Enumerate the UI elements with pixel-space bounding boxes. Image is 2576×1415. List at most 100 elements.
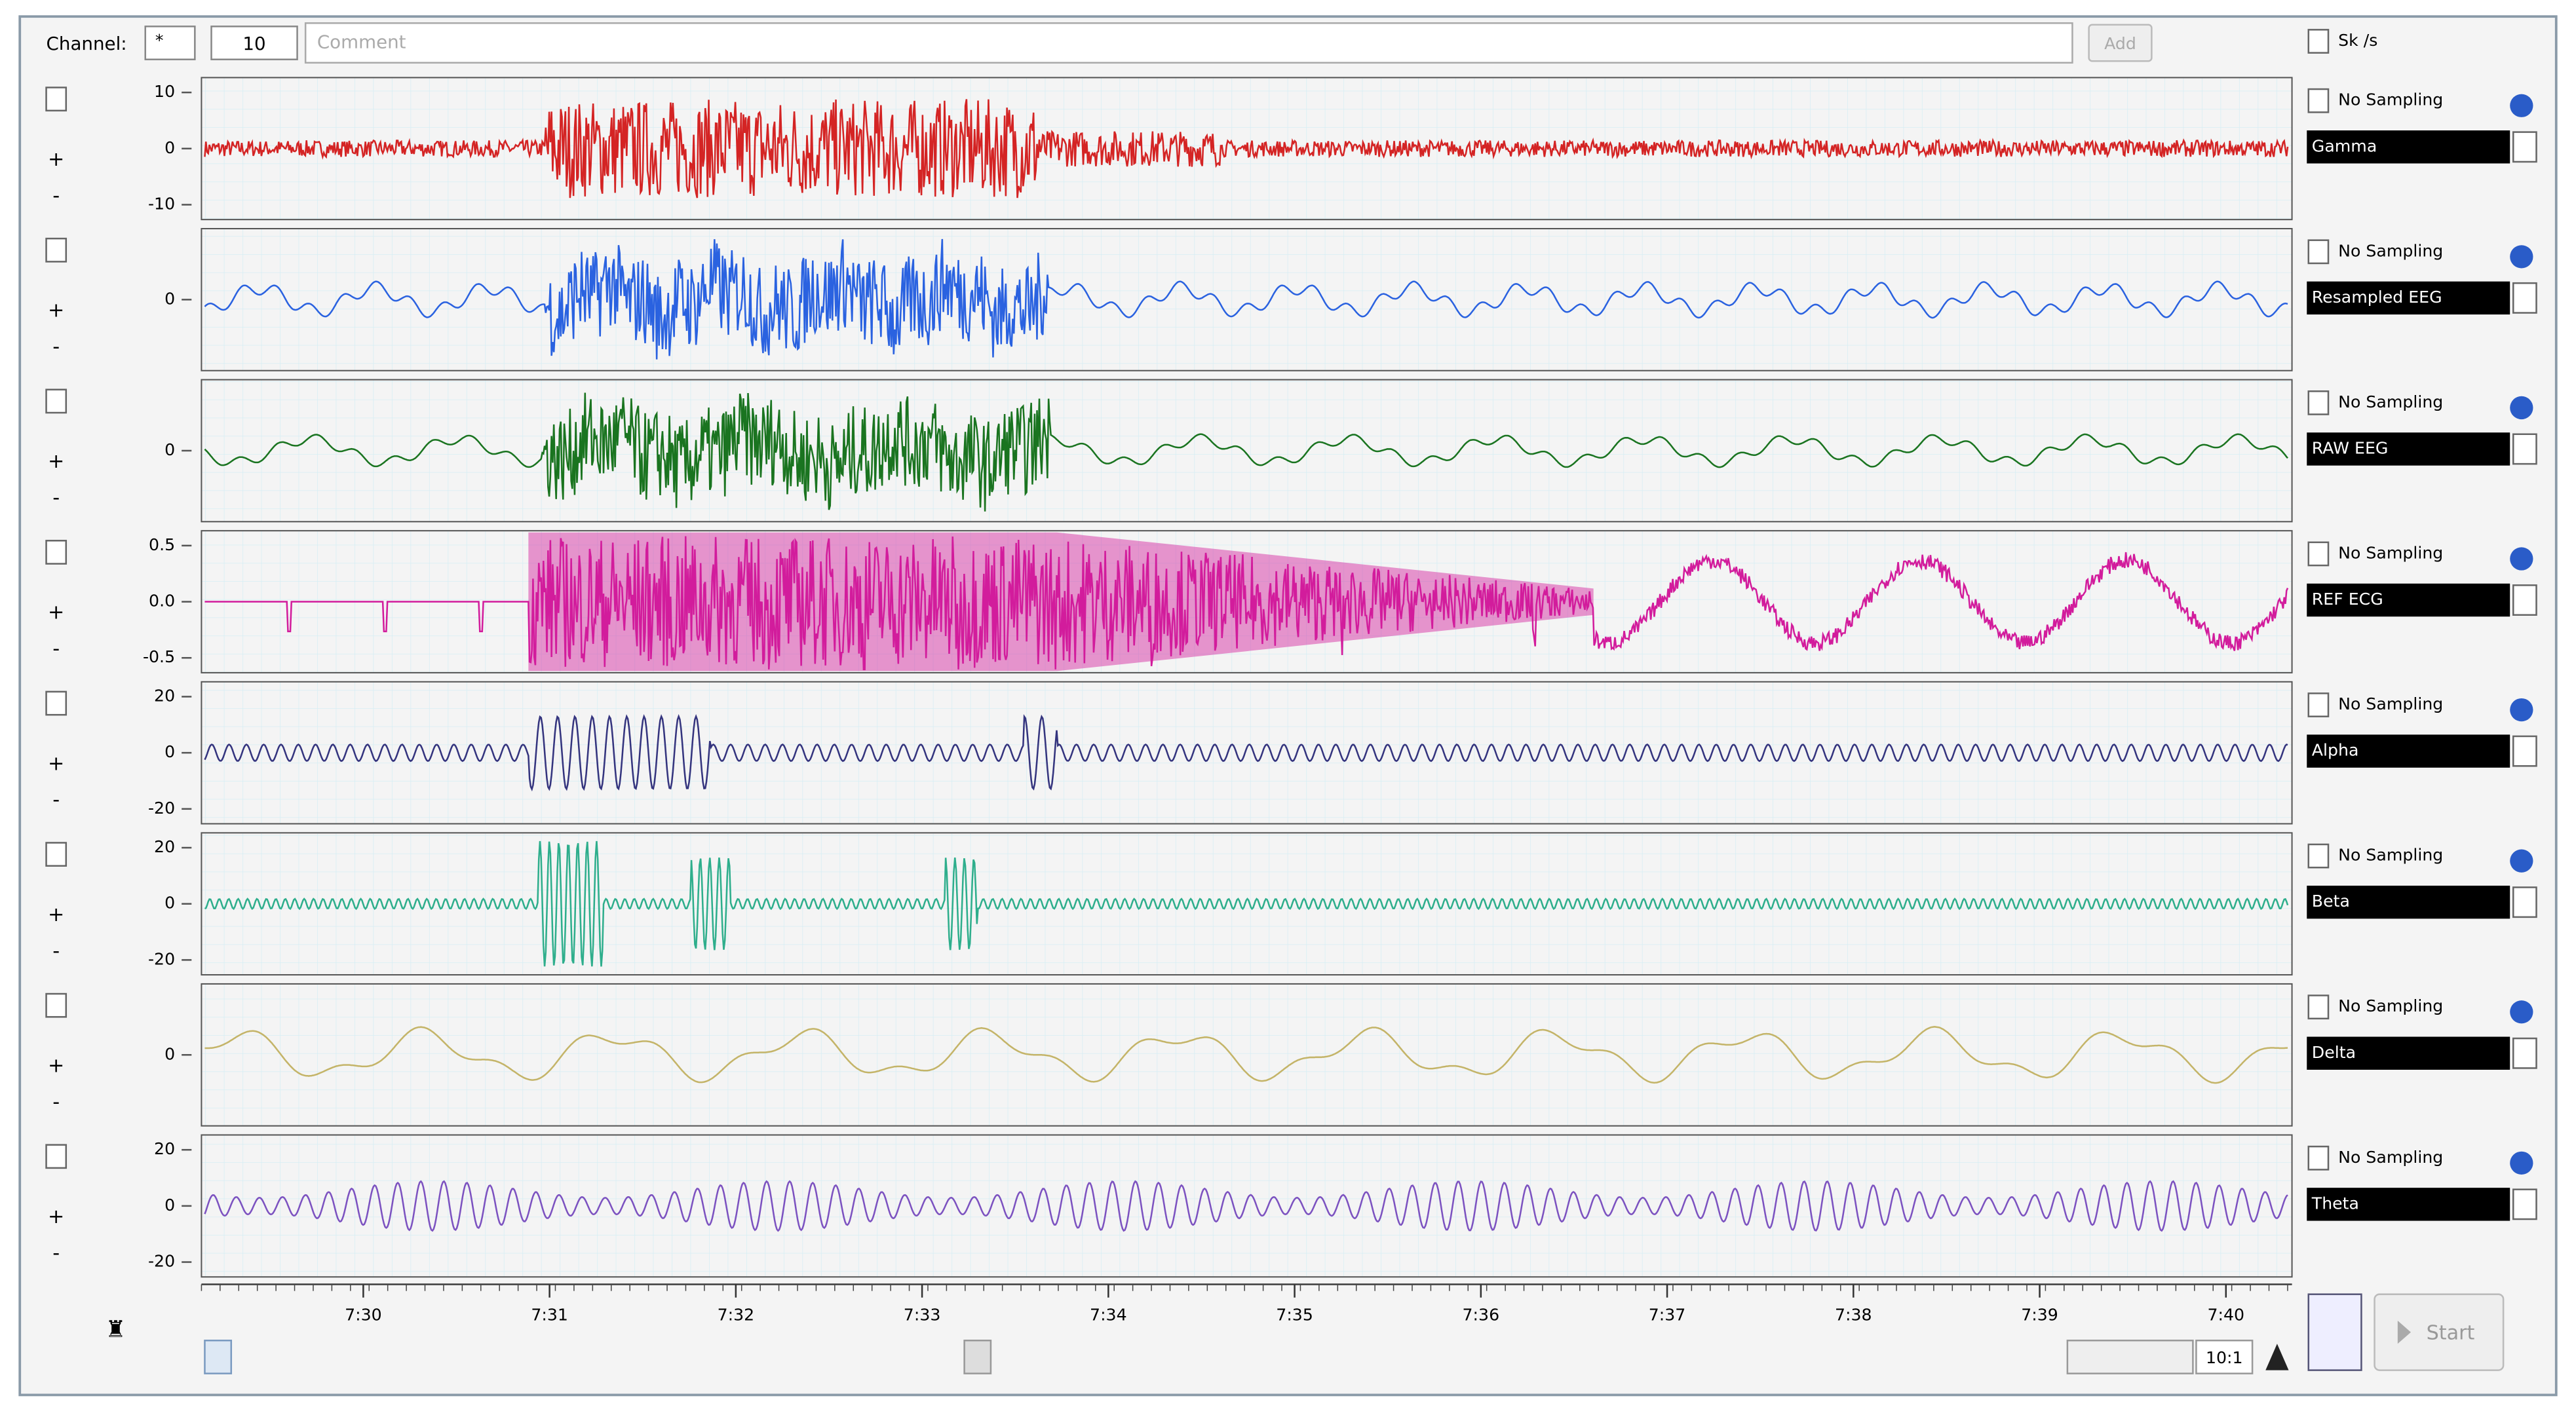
zoom-out[interactable]: -	[52, 335, 60, 358]
info-icon[interactable]	[2510, 849, 2533, 873]
sampling-dropdown[interactable]	[2307, 390, 2330, 415]
y-tick-label: 0	[164, 138, 175, 157]
channel-name-field[interactable]	[2307, 1036, 2510, 1070]
sampling-dropdown[interactable]	[2307, 541, 2330, 567]
start-icon	[2397, 1321, 2412, 1344]
zoom-out[interactable]: -	[52, 1241, 60, 1264]
scale-dropdown[interactable]	[45, 1144, 67, 1169]
channel-name-field[interactable]	[2307, 130, 2510, 164]
y-tick-label: 20	[154, 1139, 175, 1158]
sampling-dropdown[interactable]	[2307, 843, 2330, 869]
zoom-in[interactable]: +	[48, 1054, 64, 1077]
y-tick-label: 20	[154, 837, 175, 856]
y-tick-label: 0	[164, 742, 175, 761]
info-icon[interactable]	[2510, 1151, 2533, 1175]
scroll-left[interactable]	[204, 1339, 233, 1374]
plot-area	[201, 832, 2293, 976]
channel-value: *	[155, 31, 164, 50]
waveform	[204, 536, 2289, 671]
zoom-icon[interactable]	[2265, 1344, 2289, 1370]
y-tick-label: 0.0	[149, 592, 175, 611]
scale-dropdown[interactable]	[45, 540, 67, 565]
zoom-in[interactable]: +	[48, 450, 64, 473]
zoom-in[interactable]: +	[48, 601, 64, 624]
channel-name-dropdown[interactable]	[2512, 1188, 2537, 1220]
mode-icon[interactable]	[2307, 1293, 2362, 1371]
scale-dropdown[interactable]	[45, 86, 67, 112]
y-tick-label: 0	[164, 440, 175, 459]
channel-name: Beta	[2312, 892, 2350, 911]
sampling-label: No Sampling	[2338, 846, 2443, 865]
channel-name-field[interactable]	[2307, 885, 2510, 919]
sampling-dropdown[interactable]	[2307, 692, 2330, 717]
zoom-out[interactable]: -	[52, 939, 60, 962]
marker-icon[interactable]: ♜	[106, 1316, 126, 1343]
y-tick-label: 0	[164, 1044, 175, 1063]
channel-name-field[interactable]	[2307, 432, 2510, 466]
info-icon[interactable]	[2510, 698, 2533, 722]
y-tick-label: 0	[164, 289, 175, 308]
time-label: 7:32	[718, 1305, 755, 1324]
zoom-out[interactable]: -	[52, 789, 60, 812]
channel-select[interactable]	[144, 26, 196, 60]
zoom-out[interactable]: -	[52, 1091, 60, 1114]
waveform	[204, 840, 2289, 967]
info-icon[interactable]	[2510, 94, 2533, 117]
start-button[interactable]	[2374, 1293, 2505, 1371]
channel-name-dropdown[interactable]	[2512, 886, 2537, 918]
scale-dropdown[interactable]	[45, 237, 67, 263]
channel-name-dropdown[interactable]	[2512, 1037, 2537, 1069]
sampling-dropdown[interactable]	[2307, 88, 2330, 113]
waveform	[204, 238, 2288, 360]
zoom-in[interactable]: +	[48, 1205, 64, 1228]
y-tick-label: 0	[164, 894, 175, 913]
rate-dropdown[interactable]	[2307, 29, 2330, 54]
scale-dropdown[interactable]	[45, 992, 67, 1018]
info-icon[interactable]	[2510, 547, 2533, 571]
channel-name: Delta	[2312, 1043, 2356, 1062]
info-icon[interactable]	[2510, 396, 2533, 420]
add-button[interactable]	[2088, 24, 2153, 62]
plot-area	[201, 379, 2293, 523]
comment-field[interactable]	[304, 22, 2073, 64]
zoom-out[interactable]: -	[52, 637, 60, 660]
y-tick-label: -20	[148, 949, 175, 968]
zoom-controls[interactable]	[2066, 1339, 2194, 1374]
sampling-dropdown[interactable]	[2307, 1145, 2330, 1171]
time-label: 7:36	[1463, 1305, 1500, 1324]
channel-name-field[interactable]	[2307, 734, 2510, 768]
count-field[interactable]	[210, 26, 298, 60]
channel-name-field[interactable]	[2307, 281, 2510, 315]
y-tick-label: 20	[154, 686, 175, 705]
channel-name-field[interactable]	[2307, 583, 2510, 617]
channel-name-dropdown[interactable]	[2512, 735, 2537, 767]
zoom-in[interactable]: +	[48, 903, 64, 926]
info-icon[interactable]	[2510, 1000, 2533, 1024]
time-label: 7:35	[1276, 1305, 1313, 1324]
channel-name-field[interactable]	[2307, 1188, 2510, 1221]
scroll-thumb[interactable]	[963, 1339, 992, 1374]
zoom-in[interactable]: +	[48, 752, 64, 775]
channel-name-dropdown[interactable]	[2512, 131, 2537, 163]
y-tick-label: 0	[164, 1196, 175, 1215]
y-tick-label: 0.5	[149, 535, 175, 554]
channel-name-dropdown[interactable]	[2512, 433, 2537, 465]
scale-dropdown[interactable]	[45, 388, 67, 414]
channel-name-dropdown[interactable]	[2512, 584, 2537, 616]
channel-name-dropdown[interactable]	[2512, 282, 2537, 314]
zoom-out[interactable]: -	[52, 184, 60, 207]
time-label: 7:33	[904, 1305, 941, 1324]
info-icon[interactable]	[2510, 245, 2533, 269]
zoom-in[interactable]: +	[48, 299, 64, 322]
zoom-field[interactable]	[2195, 1339, 2254, 1374]
sampling-dropdown[interactable]	[2307, 239, 2330, 265]
scale-dropdown[interactable]	[45, 690, 67, 716]
sampling-dropdown[interactable]	[2307, 994, 2330, 1020]
waveform	[204, 1026, 2288, 1084]
channel-name: REF ECG	[2312, 590, 2383, 609]
scale-dropdown[interactable]	[45, 842, 67, 867]
zoom-in[interactable]: +	[48, 148, 64, 171]
zoom-out[interactable]: -	[52, 487, 60, 510]
